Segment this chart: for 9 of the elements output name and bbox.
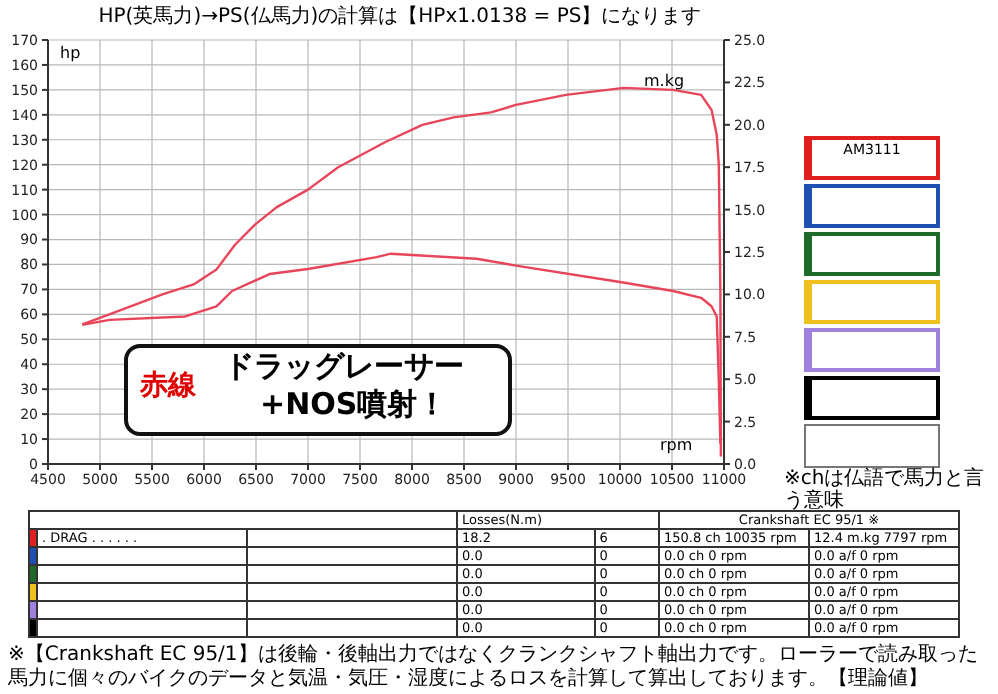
annotation: +NOS噴射！ <box>260 386 448 424</box>
y2-axis-title: m.kg <box>644 72 685 90</box>
text: ※【Crankshaft EC 95/1】は後輪・後軸出力ではなくクランクシャフト軸出力です。ローラーで読み取った馬力に個々のバイクのデータと気温・気圧・湿度によるロスを計算して算出しております。【理論値】 <box>8 644 980 692</box>
x-axis-title: rpm <box>660 436 693 454</box>
chart-title: HP(英馬力)→PS(仏馬力)の計算は【HPx1.0138 = PS】になります <box>96 3 704 30</box>
annotation: ドラッグレーサー <box>224 348 464 386</box>
annotation: 赤線 <box>140 368 196 404</box>
text: ※chは仏語で馬力と言う意味 <box>784 468 987 512</box>
y-axis-title: hp <box>60 44 81 62</box>
